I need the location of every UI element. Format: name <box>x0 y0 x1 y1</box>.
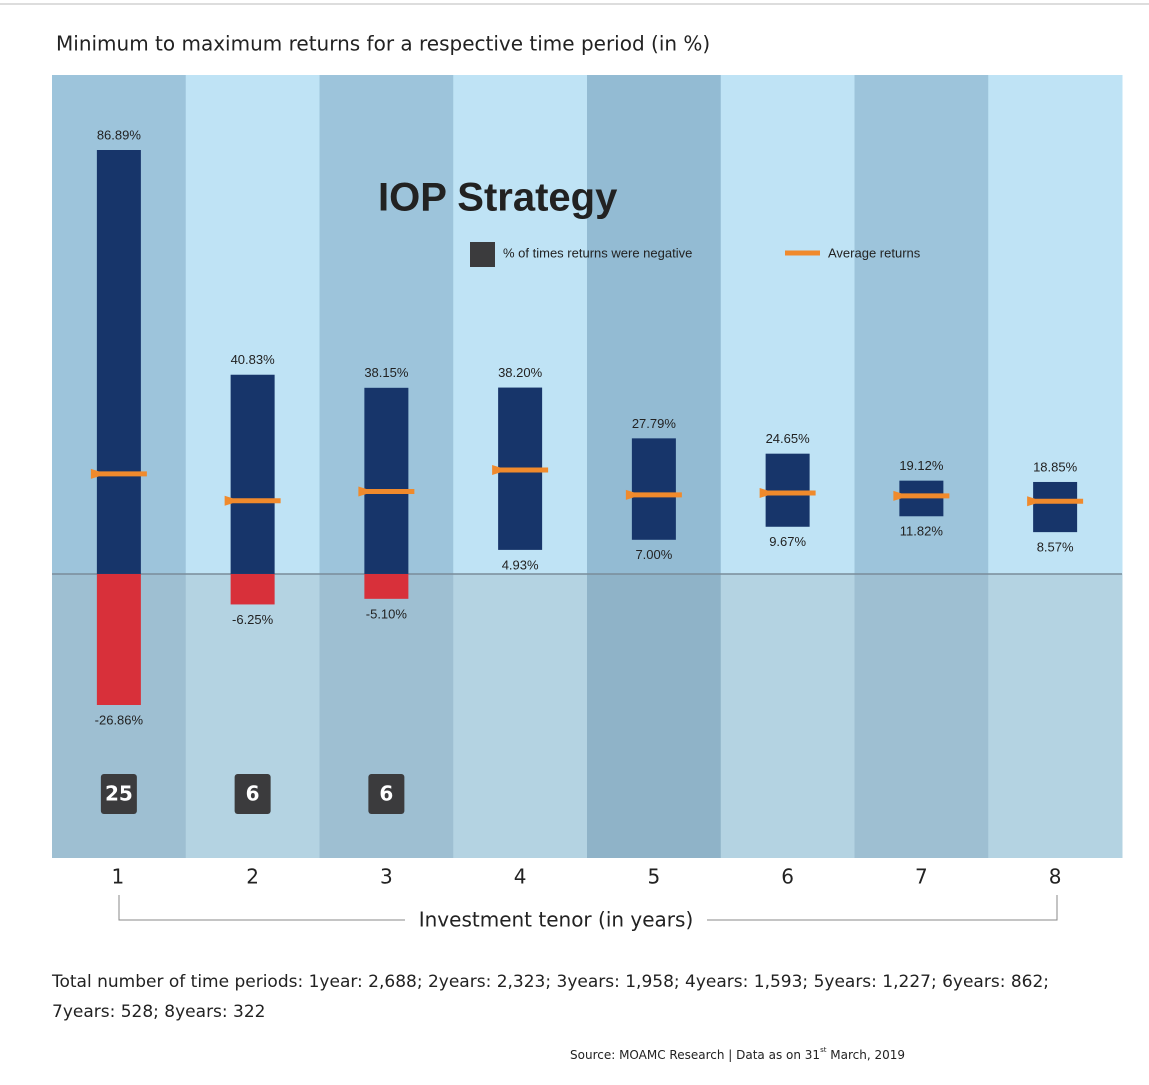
max-label: 40.83% <box>231 352 276 367</box>
x-tick-label: 1 <box>112 865 125 889</box>
source-sup: st <box>820 1046 827 1054</box>
x-tick-label: 8 <box>1049 865 1062 889</box>
bar-range <box>631 438 676 540</box>
bar-positive <box>230 374 275 574</box>
legend-swatch <box>470 242 495 267</box>
legend-label: Average returns <box>828 245 921 260</box>
max-label: 19.12% <box>899 458 944 473</box>
min-label: 11.82% <box>900 524 944 539</box>
column-bg <box>720 573 855 858</box>
average-marker <box>893 490 950 501</box>
max-label: 27.79% <box>632 416 677 431</box>
x-tick-label: 6 <box>781 865 794 889</box>
column-bg <box>854 573 989 858</box>
max-label: 18.85% <box>1033 459 1078 474</box>
max-label: 24.65% <box>766 431 811 446</box>
bar-positive <box>364 387 409 574</box>
footnote: Total number of time periods: 1year: 2,6… <box>51 972 1049 992</box>
source-text: March, 2019 <box>826 1048 905 1062</box>
footnote: 7years: 528; 8years: 322 <box>52 1002 266 1022</box>
min-label: 4.93% <box>502 557 539 572</box>
x-tick-label: 5 <box>648 865 661 889</box>
average-marker <box>759 487 816 498</box>
bar-positive <box>96 150 141 574</box>
x-tick-label: 3 <box>380 865 393 889</box>
bar-negative <box>364 573 409 599</box>
bar-range <box>899 480 944 517</box>
average-marker <box>1027 496 1084 507</box>
x-tick-label: 4 <box>514 865 527 889</box>
column-bg <box>988 573 1123 858</box>
min-label: -6.25% <box>232 612 274 627</box>
average-marker <box>358 486 415 497</box>
negative-share-box <box>100 774 137 814</box>
max-label: 86.89% <box>97 127 142 142</box>
x-axis-label: Investment tenor (in years) <box>419 908 694 932</box>
source-text: Source: MOAMC Research | Data as on 31 <box>570 1048 820 1062</box>
min-label: -26.86% <box>95 712 144 727</box>
max-label: 38.20% <box>498 365 543 380</box>
min-label: 7.00% <box>635 547 672 562</box>
average-marker <box>625 489 682 500</box>
label-bg <box>405 906 707 936</box>
x-tick-label: 2 <box>246 865 259 889</box>
column-bg <box>587 573 722 858</box>
chart-subtitle: IOP Strategy <box>378 176 618 220</box>
min-label: -5.10% <box>366 606 408 621</box>
min-label: 9.67% <box>769 534 806 549</box>
chart-title: Minimum to maximum returns for a respect… <box>56 32 710 56</box>
average-marker <box>492 465 549 476</box>
average-marker <box>224 495 281 506</box>
column-bg <box>453 573 588 858</box>
x-tick-label: 7 <box>915 865 928 889</box>
negative-share-label: 6 <box>246 782 260 806</box>
negative-share-box <box>234 774 271 814</box>
average-marker <box>90 468 147 479</box>
negative-share-label: 6 <box>379 782 393 806</box>
negative-share-label: 25 <box>105 782 133 806</box>
max-label: 38.15% <box>364 365 409 380</box>
min-label: 8.57% <box>1037 540 1074 555</box>
bar-negative <box>230 573 275 605</box>
bar-negative <box>96 573 141 705</box>
negative-share-box <box>368 774 405 814</box>
source: Source: MOAMC Research | Data as on 31st… <box>570 1046 905 1062</box>
legend-label: % of times returns were negative <box>503 245 692 260</box>
bar-range <box>765 453 810 527</box>
bar-range <box>1033 481 1078 533</box>
